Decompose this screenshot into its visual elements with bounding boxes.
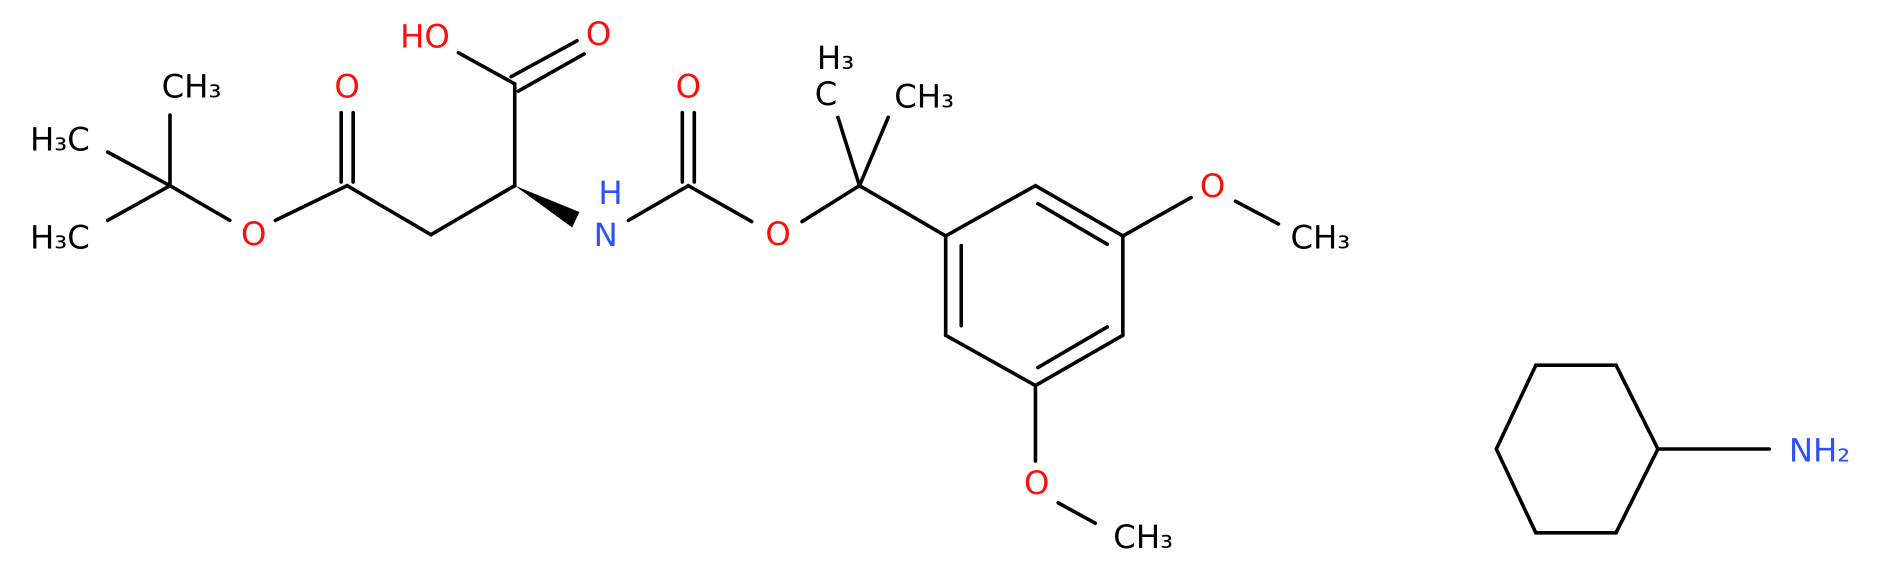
bond <box>1494 363 1538 451</box>
bond <box>857 183 948 238</box>
bond <box>857 115 891 188</box>
bond <box>105 183 172 223</box>
atom-label: O <box>334 68 359 106</box>
atom-label: H₃ <box>817 39 854 77</box>
bond <box>273 183 349 223</box>
bond <box>943 183 1038 238</box>
aromatic-bond <box>1036 325 1110 370</box>
double-bond <box>509 39 579 79</box>
atom-labels: HO O O CH₃ H₃C H₃C O H N O O H₃ C CH₃ O … <box>30 15 1850 556</box>
atom-label: H₃C <box>30 120 90 158</box>
bond <box>943 333 1038 388</box>
atom-label: O <box>586 15 611 53</box>
bond <box>1033 333 1125 388</box>
bond <box>626 183 691 223</box>
atom-label: CH₃ <box>162 68 222 106</box>
bond <box>686 183 754 224</box>
atom-label: O <box>241 215 266 253</box>
bond <box>836 115 862 188</box>
atom-label: O <box>1024 464 1049 502</box>
atom-label: HO <box>400 17 450 55</box>
bond <box>456 50 517 86</box>
bond <box>800 183 862 224</box>
bond <box>1056 501 1098 526</box>
bond <box>345 183 433 237</box>
bond <box>1494 447 1538 535</box>
atom-label: N <box>594 216 618 254</box>
atom-label: CH₃ <box>894 77 954 115</box>
bond <box>1033 183 1125 238</box>
bond <box>168 183 232 223</box>
atom-label: O <box>1200 167 1225 205</box>
atom-label: CH₃ <box>1290 219 1350 257</box>
bond <box>1614 363 1660 451</box>
atom-label: O <box>765 215 790 253</box>
atom-label: H <box>598 174 622 212</box>
bond <box>1121 195 1193 238</box>
atom-label: CH₃ <box>1113 518 1173 556</box>
bonds <box>105 39 1772 535</box>
aromatic-bond <box>1036 201 1110 247</box>
double-bond <box>516 52 586 93</box>
bond <box>105 150 172 188</box>
atom-label: H₃C <box>30 219 90 257</box>
bond <box>1233 199 1281 226</box>
bond <box>429 183 517 237</box>
atom-label: C <box>815 75 838 113</box>
atom-label: NH₂ <box>1789 432 1850 470</box>
bond <box>1614 447 1660 535</box>
wedge-bond <box>514 185 580 228</box>
atom-label: O <box>676 68 701 106</box>
